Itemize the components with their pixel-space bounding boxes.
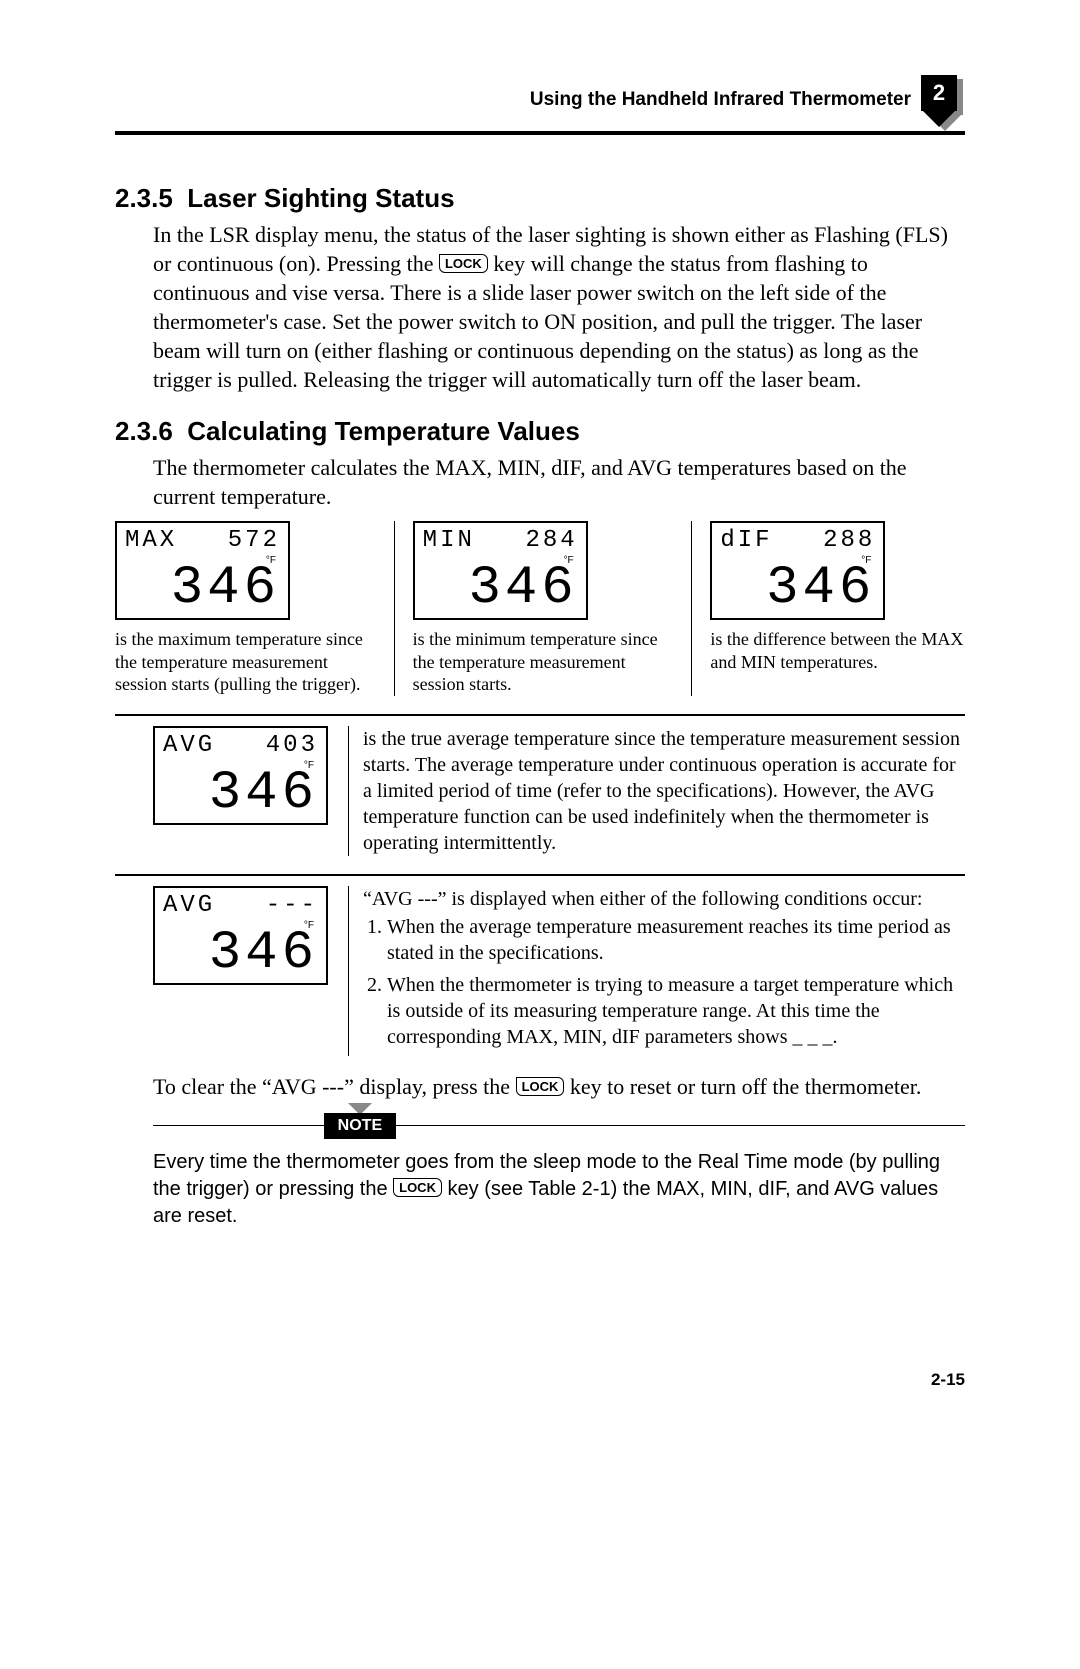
display-dif-col: dIF288 °F 346 is the difference between … (691, 521, 965, 696)
lcd-dif: dIF288 °F 346 (710, 521, 885, 620)
display-min-col: MIN284 °F 346 is the minimum temperature… (394, 521, 668, 696)
lock-key-icon: LOCK (516, 1077, 565, 1096)
header-rule (115, 131, 965, 135)
caption-avg-dash: “AVG ---” is displayed when either of th… (348, 886, 965, 1056)
avg-dash-item-1: When the average temperature measurement… (387, 914, 965, 966)
chapter-number: 2 (921, 75, 957, 111)
avg-dash-item-2: When the thermometer is trying to measur… (387, 972, 965, 1050)
note-text: Every time the thermometer goes from the… (153, 1149, 965, 1230)
caption-max: is the maximum temperature since the tem… (115, 628, 370, 696)
caption-avg: is the true average temperature since th… (348, 726, 965, 856)
section-236-heading: 2.3.6 Calculating Temperature Values (115, 416, 965, 447)
lcd-avg-dash: AVG--- °F 346 (153, 886, 328, 985)
lock-key-icon: LOCK (439, 254, 488, 273)
section-235-body: In the LSR display menu, the status of t… (153, 220, 965, 394)
caption-min: is the minimum temperature since the tem… (413, 628, 668, 696)
display-max-col: MAX572 °F 346 is the maximum temperature… (115, 521, 370, 696)
note-label: NOTE (324, 1113, 396, 1139)
page-number: 2-15 (115, 1370, 965, 1390)
divider-2 (115, 874, 965, 876)
lcd-max: MAX572 °F 346 (115, 521, 290, 620)
note-block: NOTE Every time the thermometer goes fro… (153, 1113, 965, 1230)
divider-1 (115, 714, 965, 716)
section-235-heading: 2.3.5 Laser Sighting Status (115, 183, 965, 214)
page-header: Using the Handheld Infrared Thermometer … (115, 75, 965, 125)
section-236-intro: The thermometer calculates the MAX, MIN,… (153, 453, 965, 511)
lock-key-icon: LOCK (393, 1178, 442, 1197)
display-avg-row: AVG403 °F 346 is the true average temper… (153, 726, 965, 856)
clear-avg-text: To clear the “AVG ---” display, press th… (153, 1072, 965, 1101)
lcd-min: MIN284 °F 346 (413, 521, 588, 620)
display-avg-dash-row: AVG--- °F 346 “AVG ---” is displayed whe… (153, 886, 965, 1056)
displays-row-1: MAX572 °F 346 is the maximum temperature… (115, 521, 965, 696)
header-title: Using the Handheld Infrared Thermometer (530, 89, 911, 111)
chapter-badge: 2 (921, 75, 965, 125)
caption-dif: is the difference between the MAX and MI… (710, 628, 965, 673)
lcd-avg: AVG403 °F 346 (153, 726, 328, 825)
